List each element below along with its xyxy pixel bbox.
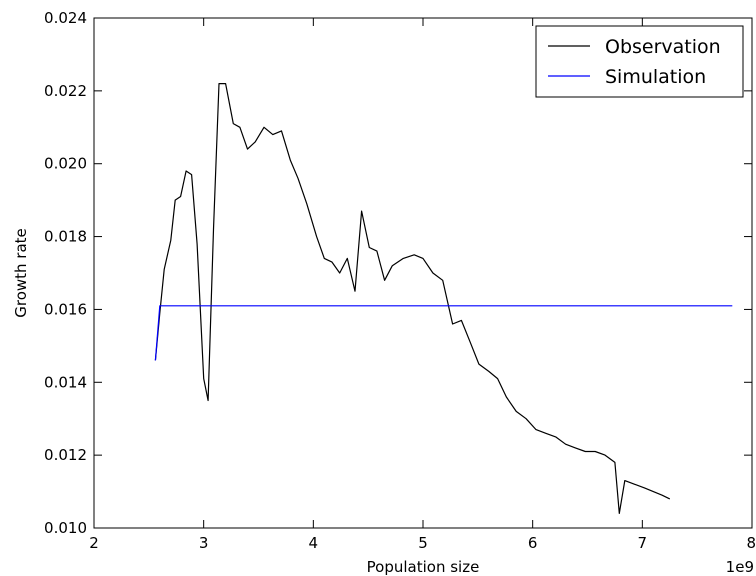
series-line-observation [154, 82, 671, 515]
x-axis-label: Population size [367, 558, 480, 576]
x-tick-label: 6 [528, 534, 538, 552]
legend-box [535, 25, 744, 98]
x-tick-label: 4 [309, 534, 319, 552]
y-axis-label: Growth rate [12, 228, 30, 318]
x-axis-ticks: 2 3 4 5 6 7 8 [89, 18, 756, 552]
x-tick-label: 7 [638, 534, 648, 552]
y-tick-label: 0.024 [44, 9, 87, 27]
x-tick-label: 3 [199, 534, 209, 552]
x-tick-label: 5 [418, 534, 428, 552]
legend-label-simulation: Simulation [605, 66, 706, 88]
y-tick-label: 0.010 [44, 519, 87, 537]
y-tick-label: 0.014 [44, 373, 87, 391]
legend-label-observation: Observation [605, 36, 721, 58]
y-tick-label: 0.022 [44, 82, 87, 100]
x-tick-label: 2 [89, 534, 99, 552]
y-axis-ticks: 0.010 0.012 0.014 0.016 0.018 0.020 0.022 0.024 [44, 9, 752, 537]
x-offset-label: 1e9 [726, 558, 754, 576]
x-tick-label: 8 [746, 534, 756, 552]
y-tick-label: 0.020 [44, 155, 87, 173]
y-tick-label: 0.018 [44, 228, 87, 246]
y-tick-label: 0.012 [44, 446, 87, 464]
legend: Observation Simulation [535, 25, 744, 98]
series-line-simulation [154, 305, 733, 361]
y-tick-label: 0.016 [44, 300, 87, 318]
series-layer [154, 82, 733, 515]
